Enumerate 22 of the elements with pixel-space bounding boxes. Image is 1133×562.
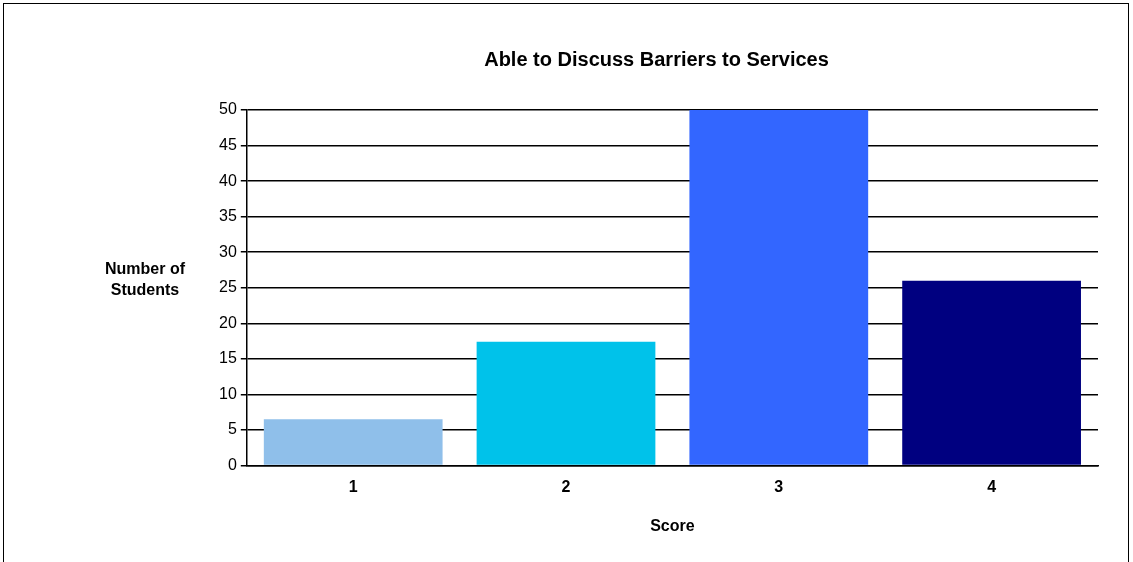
x-tick-label: 4 bbox=[987, 477, 997, 495]
bar bbox=[476, 341, 656, 465]
x-tick-label: 1 bbox=[348, 477, 358, 495]
bar bbox=[689, 110, 869, 465]
y-tick-label: 15 bbox=[219, 349, 237, 367]
chart-title: Able to Discuss Barriers to Services bbox=[484, 47, 829, 70]
x-tick-label: 3 bbox=[774, 477, 784, 495]
y-axis-title: Number of Students bbox=[104, 259, 186, 300]
y-tick-label: 25 bbox=[219, 278, 237, 296]
y-tick-label: 40 bbox=[219, 171, 237, 189]
y-tick-label: 30 bbox=[219, 242, 237, 260]
x-tick-label: 2 bbox=[561, 477, 571, 495]
y-tick-label: 50 bbox=[219, 100, 237, 118]
y-tick-label: 10 bbox=[219, 384, 237, 402]
y-tick-label: 45 bbox=[219, 135, 237, 153]
x-axis-title: Score bbox=[650, 516, 695, 534]
bar bbox=[902, 280, 1081, 465]
y-tick-label: 20 bbox=[219, 313, 237, 331]
y-tick-label: 0 bbox=[227, 456, 237, 474]
y-tick-label: 5 bbox=[227, 420, 237, 438]
bar bbox=[263, 419, 443, 465]
y-tick-label: 35 bbox=[219, 207, 237, 225]
